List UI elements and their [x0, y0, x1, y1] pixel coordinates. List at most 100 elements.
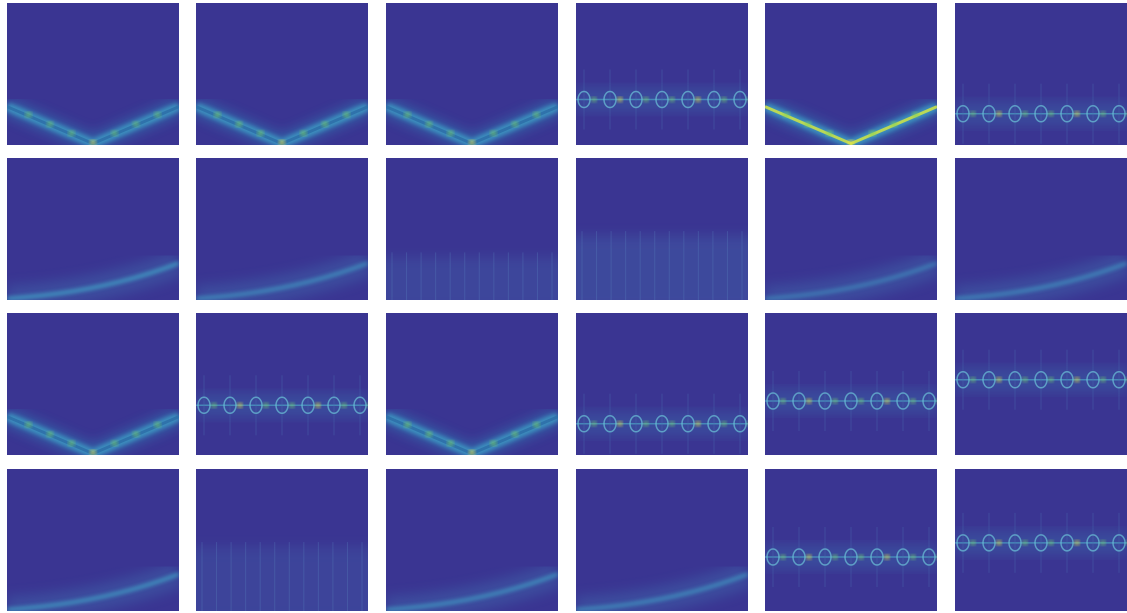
bright-spot — [301, 131, 307, 136]
bright-spot — [781, 399, 786, 404]
bright-spot — [342, 403, 347, 408]
spectrogram-panel — [376, 158, 568, 310]
bright-spot — [236, 122, 242, 127]
bright-spot — [997, 111, 1002, 116]
spectrogram-panel — [765, 158, 937, 300]
bright-spot — [155, 422, 161, 427]
spectrogram-panel — [955, 313, 1127, 455]
bright-spot — [279, 140, 285, 145]
bright-spot — [870, 131, 876, 136]
bright-spot — [1101, 111, 1106, 116]
spectrogram-panel — [566, 158, 758, 310]
spectrogram-panel — [196, 313, 373, 455]
bright-spot — [827, 131, 833, 136]
spectrogram-panel — [386, 469, 558, 611]
bright-spot — [748, 97, 753, 102]
bright-spot — [971, 377, 976, 382]
bright-spot — [469, 450, 475, 455]
bright-spot — [618, 421, 623, 426]
bright-spot — [344, 112, 350, 117]
spectrogram-panel — [576, 313, 753, 455]
bright-spot — [971, 111, 976, 116]
bright-spot — [644, 97, 649, 102]
bright-spot — [670, 97, 675, 102]
bright-spot — [696, 97, 701, 102]
spectrogram-panel — [955, 469, 1127, 611]
bright-spot — [133, 432, 139, 437]
spectrogram-panel — [765, 3, 937, 145]
spectrogram-panel — [576, 469, 748, 611]
bright-spot — [807, 555, 812, 560]
bright-spot — [212, 403, 217, 408]
bright-spot — [885, 399, 890, 404]
bright-spot — [807, 399, 812, 404]
bright-spot — [155, 112, 161, 117]
panel-grid — [0, 0, 1127, 613]
bright-spot — [696, 421, 701, 426]
bright-spot — [1075, 377, 1080, 382]
bright-spot — [47, 122, 53, 127]
spectrogram-panel — [7, 313, 179, 455]
bright-spot — [112, 131, 118, 136]
bright-spot — [448, 131, 454, 136]
bright-spot — [891, 122, 897, 127]
bright-spot — [238, 403, 243, 408]
bright-spot — [426, 122, 432, 127]
bright-spot — [512, 432, 518, 437]
bright-spot — [971, 540, 976, 545]
bright-spot — [885, 555, 890, 560]
bright-spot — [748, 421, 753, 426]
spectrogram-panel — [7, 158, 179, 300]
bright-spot — [848, 140, 854, 145]
spectrogram-panel — [765, 313, 942, 455]
bright-spot — [722, 421, 727, 426]
bright-spot — [322, 122, 328, 127]
bright-spot — [90, 140, 96, 145]
bright-spot — [448, 441, 454, 446]
bright-spot — [784, 112, 790, 117]
spectrogram-panel — [955, 158, 1127, 300]
bright-spot — [618, 97, 623, 102]
bright-spot — [316, 403, 321, 408]
spectrogram-panel — [765, 469, 942, 611]
noise-haze — [376, 257, 568, 310]
spectrogram-panel — [386, 313, 558, 455]
spectrogram-panel — [576, 3, 753, 145]
bright-spot — [1075, 111, 1080, 116]
bright-spot — [133, 122, 139, 127]
bright-spot — [491, 441, 497, 446]
spectrogram-panel — [386, 3, 558, 145]
bright-spot — [405, 112, 411, 117]
bright-spot — [592, 421, 597, 426]
bright-spot — [911, 555, 916, 560]
bright-spot — [215, 112, 221, 117]
bright-spot — [90, 450, 96, 455]
bright-spot — [112, 441, 118, 446]
bright-spot — [368, 403, 373, 408]
bright-spot — [512, 122, 518, 127]
bright-spot — [1049, 377, 1054, 382]
panel-content — [186, 542, 378, 613]
spectrogram-panel — [7, 3, 179, 145]
noise-haze — [566, 236, 758, 310]
panel-content — [376, 252, 568, 310]
bright-spot — [469, 140, 475, 145]
spectrogram-panel — [955, 3, 1127, 145]
figure — [0, 0, 1127, 613]
bright-spot — [833, 555, 838, 560]
bright-spot — [722, 97, 727, 102]
bright-spot — [1023, 377, 1028, 382]
bright-spot — [1049, 111, 1054, 116]
bright-spot — [937, 399, 942, 404]
bright-spot — [1023, 111, 1028, 116]
noise-haze — [186, 547, 378, 613]
spectrogram-panel — [196, 158, 368, 300]
panel-content — [566, 231, 758, 310]
bright-spot — [781, 555, 786, 560]
bright-spot — [405, 422, 411, 427]
bright-spot — [264, 403, 269, 408]
bright-spot — [1075, 540, 1080, 545]
bright-spot — [805, 122, 811, 127]
bright-spot — [258, 131, 264, 136]
bright-spot — [26, 112, 32, 117]
